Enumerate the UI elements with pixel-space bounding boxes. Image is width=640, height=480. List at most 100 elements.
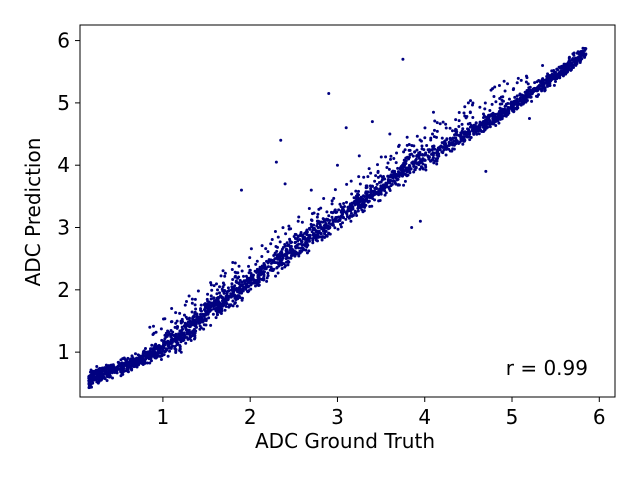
data-point [457,142,461,146]
data-point [322,196,326,200]
data-point [351,205,355,209]
correlation-annotation: r = 0.99 [506,356,588,380]
data-point [541,64,545,67]
data-point [333,226,337,230]
data-point [424,168,428,172]
data-point [546,83,550,87]
data-point [256,281,260,285]
data-point [368,204,372,208]
data-point [281,226,285,230]
data-point [501,109,505,113]
data-point [454,136,458,140]
data-point [343,204,346,208]
data-point [418,219,422,223]
data-point [162,317,165,321]
data-point [356,209,360,213]
data-point [487,118,491,122]
data-point [170,337,174,341]
data-point [203,308,207,312]
data-point [235,289,239,293]
data-point [242,285,245,289]
data-point [357,200,361,204]
data-point [269,258,273,262]
data-point [278,255,282,259]
data-point [484,169,488,173]
data-point [378,199,382,203]
data-point [498,102,502,106]
data-point [227,294,231,298]
data-point [269,242,273,246]
data-point [254,262,258,266]
data-point [366,175,370,179]
data-point [451,141,455,145]
data-point [183,334,187,338]
data-point [154,356,158,360]
data-point [163,350,167,354]
data-point [422,148,426,152]
data-point [454,118,458,122]
data-point [301,247,305,251]
data-point [507,97,511,101]
x-tick-label: 2 [244,405,257,429]
data-point [427,148,431,152]
data-point [409,167,413,171]
data-point [543,89,547,93]
data-point [194,318,198,322]
data-point [321,217,325,221]
data-point [110,367,114,371]
data-point [438,122,442,126]
data-point [215,292,219,296]
data-point [162,346,166,350]
data-point [580,49,584,53]
data-point [149,351,153,355]
data-point [296,235,300,239]
data-point [482,112,485,116]
data-point [388,132,392,136]
data-point [217,303,221,307]
data-point [158,354,162,358]
x-axis-ticks: 1 2 3 4 5 6 [157,397,606,429]
data-point [410,143,414,147]
data-point [228,304,232,308]
data-point [303,231,307,235]
data-point [406,166,410,170]
data-point [204,304,208,308]
data-point [214,309,218,313]
data-point [152,349,156,353]
data-point [141,351,145,355]
y-tick-label: 1 [57,340,70,364]
data-point [317,219,321,223]
data-point [333,208,337,212]
data-point [401,57,405,61]
data-point [525,76,529,80]
data-point [174,351,178,355]
data-point [174,311,178,315]
data-point [327,214,331,218]
data-point [222,291,226,295]
data-point [454,140,458,144]
y-tick-label: 6 [57,29,70,53]
data-point [323,230,327,234]
data-point [299,239,303,243]
data-point [493,112,497,116]
data-point [281,245,285,249]
data-point [491,87,495,91]
data-point [219,274,223,278]
data-point [481,120,485,124]
data-point [212,284,216,288]
data-point [526,82,530,86]
data-point [174,336,178,340]
data-point [147,356,151,360]
data-point [418,159,422,163]
data-point [382,186,386,190]
data-point [207,316,211,320]
data-point [420,158,424,162]
data-point [189,338,193,342]
data-point [339,225,343,229]
data-point [262,263,266,267]
data-point [262,270,266,274]
data-point [320,238,324,242]
data-point [523,90,527,94]
data-point [405,135,409,139]
data-point [423,152,427,156]
